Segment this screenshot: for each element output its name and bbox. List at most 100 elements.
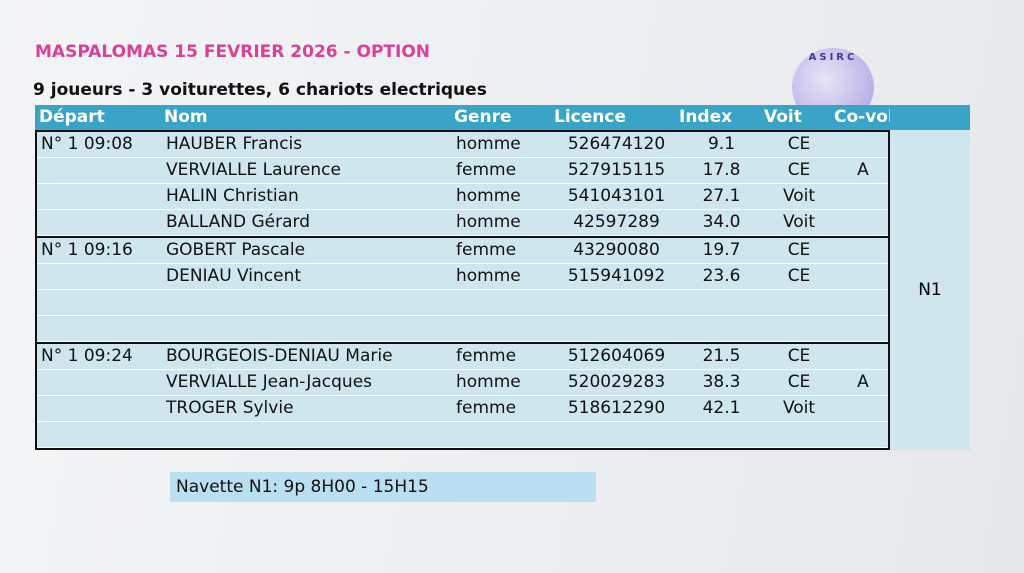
cell: 520029283 xyxy=(567,372,666,392)
cell: 34.0 xyxy=(702,212,741,232)
cell: 527915115 xyxy=(567,160,666,180)
cell xyxy=(452,290,552,315)
column-header: Index xyxy=(679,107,733,127)
cell xyxy=(37,210,162,235)
cell xyxy=(552,290,677,315)
table-row xyxy=(37,422,892,448)
table-row xyxy=(37,290,892,316)
cell: CE xyxy=(787,346,811,366)
cell: Voit xyxy=(782,398,816,418)
cell xyxy=(762,316,832,341)
cell: BALLAND Gérard xyxy=(166,212,310,232)
cell: DENIAU Vincent xyxy=(166,266,302,286)
cell xyxy=(452,422,552,447)
cell: homme xyxy=(456,134,521,154)
header-row: Départ Nom Genre Licence Index Voit Co-volonne xyxy=(35,105,970,130)
cell: A xyxy=(857,372,869,392)
table: Départ Nom Genre Licence Index Voit Co-volonne… xyxy=(35,105,970,450)
cell: femme xyxy=(456,346,517,366)
cell: CE xyxy=(787,240,811,260)
cell xyxy=(762,422,832,447)
cell: 27.1 xyxy=(702,186,741,206)
cell: CE xyxy=(787,372,811,392)
cell xyxy=(832,344,890,369)
cell: femme xyxy=(456,398,517,418)
cell: TROGER Sylvie xyxy=(166,398,294,418)
cell: homme xyxy=(456,372,521,392)
group: N° 1 09:08 HAUBER Francis homme 526474120 9.… xyxy=(35,130,892,238)
cell xyxy=(37,370,162,395)
cell: 526474120 xyxy=(567,134,666,154)
table-row: N° 1 09:08 HAUBER Francis homme 526474120 9.… xyxy=(37,132,892,158)
column-header: Licence xyxy=(554,107,626,127)
cell: VERVIALLE Laurence xyxy=(166,160,341,180)
column-header: Genre xyxy=(454,107,512,127)
cell: 43290080 xyxy=(573,240,660,260)
cell: BOURGEOIS-DENIAU Marie xyxy=(166,346,393,366)
cell xyxy=(677,316,762,341)
cell xyxy=(832,290,890,315)
cell: Voit xyxy=(782,212,816,232)
cell: Voit xyxy=(782,186,816,206)
table-row: VERVIALLE Jean-Jacques homme 520029283 38.3… xyxy=(37,370,892,396)
cell: homme xyxy=(456,212,521,232)
cell: GOBERT Pascale xyxy=(166,240,306,260)
cell: HALIN Christian xyxy=(166,186,299,206)
cell xyxy=(37,158,162,183)
cell xyxy=(832,396,890,421)
cell: 17.8 xyxy=(702,160,741,180)
cell xyxy=(37,184,162,209)
cell xyxy=(162,422,452,447)
table-row: N° 1 09:16 GOBERT Pascale femme 43290080 19.… xyxy=(37,238,892,264)
navette: Navette N1: 9p 8H00 - 15H15 xyxy=(170,472,596,502)
cell: 9.1 xyxy=(707,134,736,154)
table-row: VERVIALLE Laurence femme 527915115 17.8 CE A xyxy=(37,158,892,184)
cell: 23.6 xyxy=(702,266,741,286)
cell: femme xyxy=(456,240,517,260)
cell xyxy=(677,422,762,447)
cell xyxy=(832,316,890,341)
cell xyxy=(162,290,452,315)
cell xyxy=(37,290,162,315)
table-row xyxy=(37,316,892,342)
column-header: Voit xyxy=(764,107,802,127)
cell: 42.1 xyxy=(702,398,741,418)
cell: 19.7 xyxy=(702,240,741,260)
cell: CE xyxy=(787,160,811,180)
cell xyxy=(552,422,677,447)
cell: 38.3 xyxy=(702,372,741,392)
cell: 518612290 xyxy=(567,398,666,418)
cell xyxy=(37,264,162,289)
cell: 515941092 xyxy=(567,266,666,286)
cell xyxy=(832,422,890,447)
table-row: DENIAU Vincent homme 515941092 23.6 CE xyxy=(37,264,892,290)
column-header: Départ xyxy=(39,107,105,127)
cell xyxy=(452,316,552,341)
shuttle-cell: N1 xyxy=(888,130,970,450)
cell xyxy=(37,396,162,421)
table-row: TROGER Sylvie femme 518612290 42.1 Voit xyxy=(37,396,892,422)
cell xyxy=(162,316,452,341)
cell xyxy=(37,422,162,447)
group: N° 1 09:24 BOURGEOIS-DENIAU Marie femme 512… xyxy=(35,342,892,450)
cell: 42597289 xyxy=(573,212,660,232)
cell: A xyxy=(857,160,869,180)
table-row: N° 1 09:24 BOURGEOIS-DENIAU Marie femme 512… xyxy=(37,344,892,370)
cell xyxy=(832,238,890,263)
cell xyxy=(552,316,677,341)
cell: CE xyxy=(787,134,811,154)
column-header: Co-volonne xyxy=(834,107,890,127)
group: N° 1 09:16 GOBERT Pascale femme 43290080 19.… xyxy=(35,236,892,344)
table-row: BALLAND Gérard homme 42597289 34.0 Voit xyxy=(37,210,892,236)
subtitle: 9 joueurs - 3 voiturettes, 6 chariots el… xyxy=(33,80,487,100)
cell: N° 1 09:24 xyxy=(41,346,133,366)
cell: femme xyxy=(456,160,517,180)
cell xyxy=(832,184,890,209)
cell: HAUBER Francis xyxy=(166,134,303,154)
table-row: HALIN Christian homme 541043101 27.1 Voit xyxy=(37,184,892,210)
cell: VERVIALLE Jean-Jacques xyxy=(166,372,373,392)
cell: 21.5 xyxy=(702,346,741,366)
cell xyxy=(832,210,890,235)
cell: N° 1 09:16 xyxy=(41,240,133,260)
